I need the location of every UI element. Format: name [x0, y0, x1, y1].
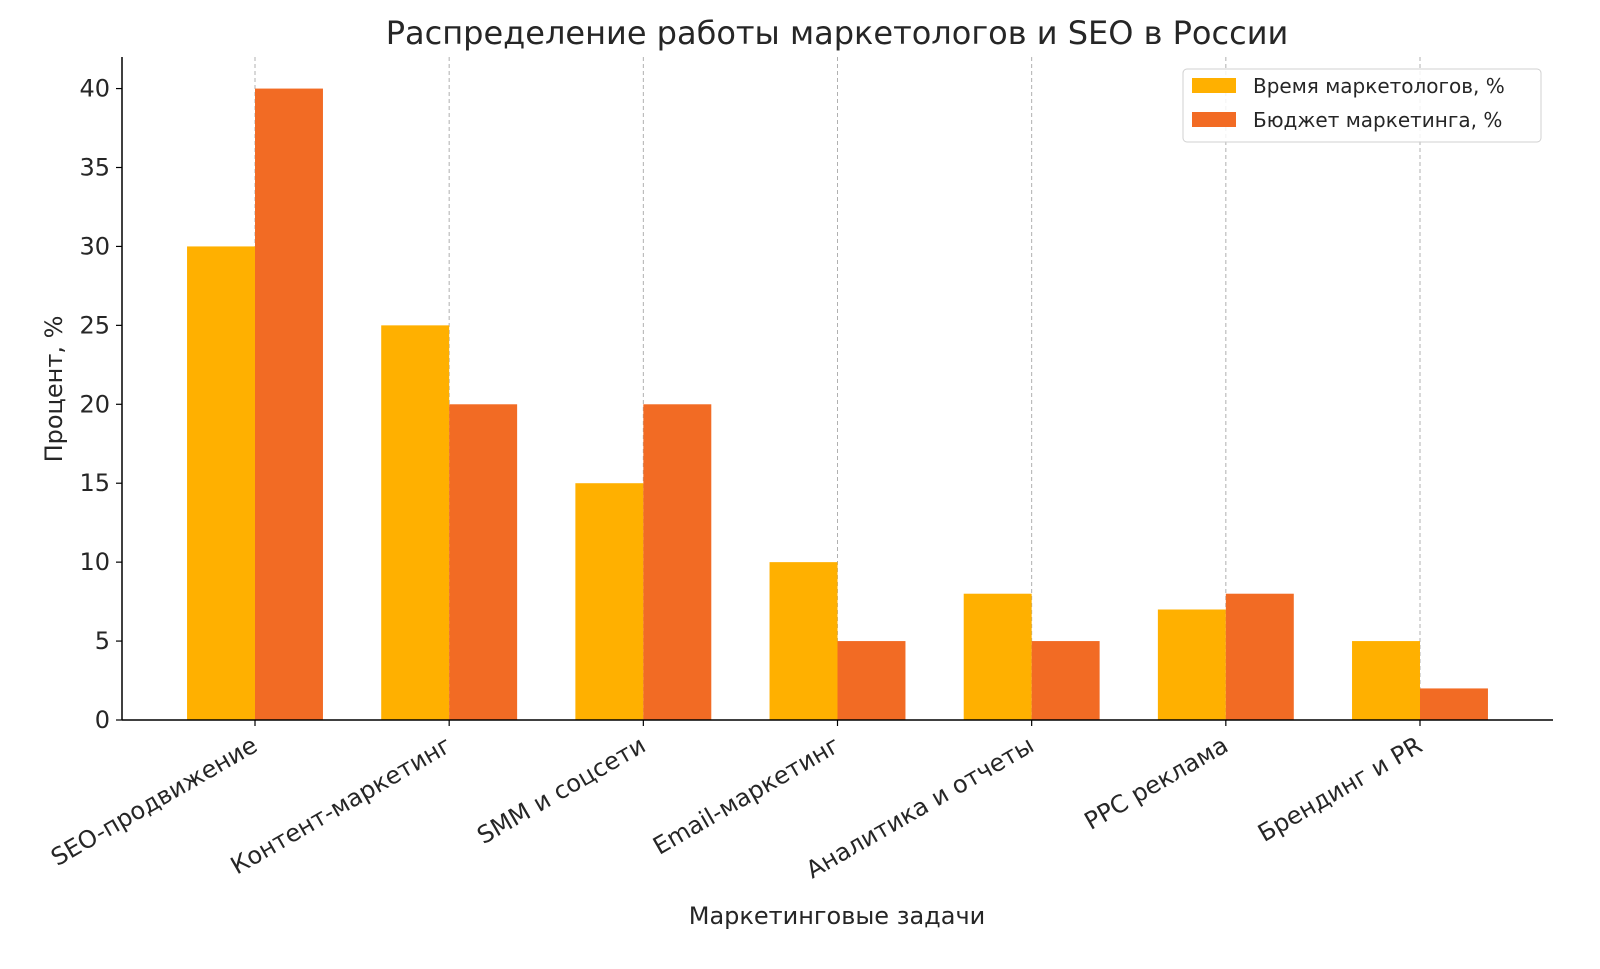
y-tick-label: 40 [79, 75, 110, 103]
bar-time [963, 593, 1032, 720]
bar-time [1157, 609, 1226, 720]
legend-label: Время маркетологов, % [1253, 74, 1505, 98]
x-tick-label: SEO-продвижение [46, 731, 262, 872]
y-tick-label: 35 [79, 154, 110, 182]
y-tick-label: 20 [79, 390, 110, 418]
bar-budget [643, 404, 712, 720]
bar-time [381, 325, 450, 720]
bar-time [575, 483, 644, 720]
bar-budget [255, 88, 323, 721]
y-axis-label: Процент, % [40, 316, 68, 463]
x-tick-label: SMM и соцсети [472, 731, 650, 850]
x-tick-label: Email-маркетинг [648, 731, 844, 860]
bar-budget [837, 641, 906, 720]
y-tick-label: 5 [95, 627, 110, 655]
y-tick-label: 25 [79, 311, 110, 339]
bar-time [187, 246, 256, 720]
bar-budget [1419, 688, 1488, 720]
bar-time [769, 562, 838, 720]
y-tick-label: 10 [79, 548, 110, 576]
chart-title: Распределение работы маркетологов и SEO … [386, 14, 1289, 52]
bar-budget [1031, 641, 1100, 720]
y-tick-label: 15 [79, 469, 110, 497]
bar-budget [449, 404, 518, 720]
bar-budget [1225, 593, 1294, 720]
x-tick-label: PPC реклама [1080, 731, 1233, 836]
legend-swatch [1192, 78, 1236, 93]
legend: Время маркетологов, % Бюджет маркетинга, … [1182, 68, 1542, 143]
y-tick-label: 30 [79, 232, 110, 260]
x-tick-label: Брендинг и PR [1253, 731, 1427, 848]
y-tick-label: 0 [95, 706, 110, 734]
legend-label: Бюджет маркетинга, % [1253, 108, 1502, 132]
x-axis-label: Маркетинговые задачи [689, 902, 986, 930]
legend-swatch [1192, 112, 1236, 127]
legend-frame [1182, 68, 1542, 143]
bar-time [1352, 641, 1420, 720]
